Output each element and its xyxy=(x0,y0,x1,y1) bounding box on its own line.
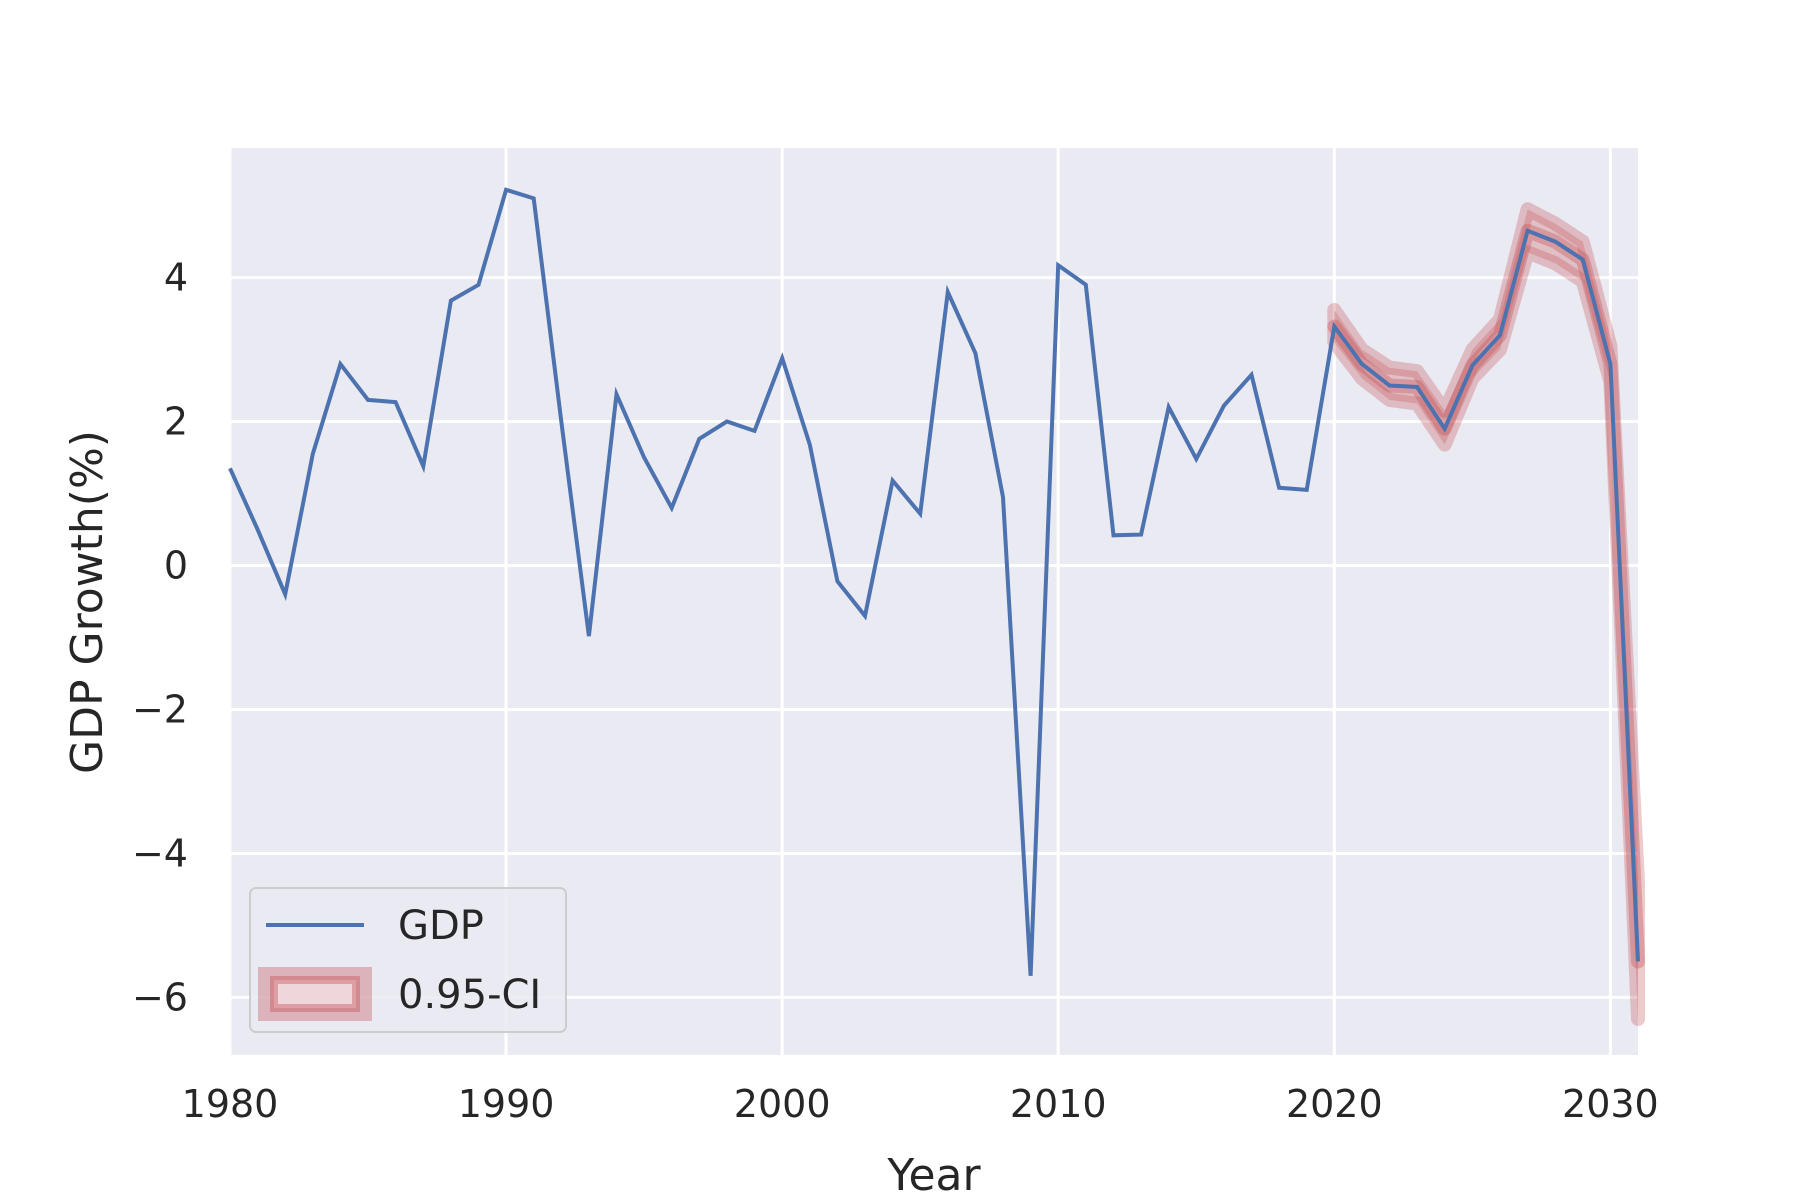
gdp-point xyxy=(780,356,784,360)
gdp-point xyxy=(863,614,867,618)
gdp-point xyxy=(946,290,950,294)
y-tick-label: −4 xyxy=(132,831,188,875)
gdp-point xyxy=(1194,457,1198,461)
gdp-point xyxy=(1167,405,1171,409)
gdp-point xyxy=(311,452,315,456)
gdp-point xyxy=(283,592,287,596)
gdp-point xyxy=(1029,974,1033,978)
gdp-point xyxy=(1526,229,1530,233)
gdp-point xyxy=(1139,533,1143,537)
gdp-point xyxy=(1470,363,1474,367)
gdp-point xyxy=(228,466,232,470)
series-layer xyxy=(228,187,1645,1026)
legend-label-ci: 0.95-CI xyxy=(398,972,541,1018)
gdp-point xyxy=(559,420,563,424)
gdp-point xyxy=(835,579,839,583)
gdp-point xyxy=(615,392,619,396)
gdp-point xyxy=(1388,384,1392,388)
y-tick-label: −6 xyxy=(132,975,188,1019)
gdp-point xyxy=(1305,488,1309,492)
gdp-point xyxy=(587,634,591,638)
x-tick-label: 2020 xyxy=(1286,1082,1383,1126)
x-tick-label: 2000 xyxy=(734,1082,831,1126)
gdp-point xyxy=(642,456,646,460)
y-gridlines xyxy=(230,276,1638,999)
gdp-line xyxy=(228,187,1640,976)
gdp-point xyxy=(670,506,674,510)
gdp-point xyxy=(697,437,701,441)
gdp-point xyxy=(1084,283,1088,287)
gdp-point xyxy=(1581,258,1585,262)
gdp-point xyxy=(366,398,370,402)
legend: GDP 0.95-CI xyxy=(249,887,567,1033)
y-tick-labels: −6 −4 −2 0 2 4 xyxy=(132,256,188,1020)
gdp-point xyxy=(477,283,481,287)
x-tick-label: 2030 xyxy=(1562,1082,1659,1126)
x-axis-label: Year xyxy=(886,1150,981,1200)
gdp-point xyxy=(1636,959,1640,963)
gdp-point xyxy=(1360,362,1364,366)
gdp-point xyxy=(973,351,977,355)
gdp-point xyxy=(1056,263,1060,267)
x-tick-label: 1990 xyxy=(458,1082,555,1126)
gdp-point xyxy=(808,443,812,447)
ci-band xyxy=(1327,202,1645,1026)
y-axis-label: GDP Growth(%) xyxy=(62,430,113,774)
gdp-point xyxy=(1498,333,1502,337)
gdp-point xyxy=(753,429,757,433)
gdp-point xyxy=(1608,362,1612,366)
gdp-point xyxy=(1001,495,1005,499)
x-tick-labels: 1980 1990 2000 2010 2020 2030 xyxy=(182,1082,1659,1126)
gdp-point xyxy=(918,512,922,516)
legend-swatch-ci-inner xyxy=(270,976,360,1012)
legend-label-gdp: GDP xyxy=(398,903,484,949)
gdp-point xyxy=(1332,325,1336,329)
x-tick-label: 2010 xyxy=(1010,1082,1107,1126)
gdp-point xyxy=(421,464,425,468)
gdp-point xyxy=(338,362,342,366)
y-tick-label: 4 xyxy=(164,256,188,300)
gdp-point xyxy=(1112,533,1116,537)
gdp-point xyxy=(504,188,508,192)
x-tick-label: 1980 xyxy=(182,1082,279,1126)
gdp-point xyxy=(891,479,895,483)
gdp-point xyxy=(1443,427,1447,431)
gdp-point xyxy=(1277,486,1281,490)
gdp-point xyxy=(1553,240,1557,244)
y-tick-label: 2 xyxy=(164,400,188,444)
gdp-point xyxy=(449,299,453,303)
y-tick-label: −2 xyxy=(132,687,188,731)
y-tick-label: 0 xyxy=(164,544,188,588)
gdp-point xyxy=(256,528,260,532)
gdp-point xyxy=(1222,404,1226,408)
gdp-point xyxy=(532,196,536,200)
gdp-point xyxy=(394,400,398,404)
gdp-point xyxy=(725,420,729,424)
gdp-point xyxy=(1250,373,1254,377)
gdp-point xyxy=(1415,385,1419,389)
